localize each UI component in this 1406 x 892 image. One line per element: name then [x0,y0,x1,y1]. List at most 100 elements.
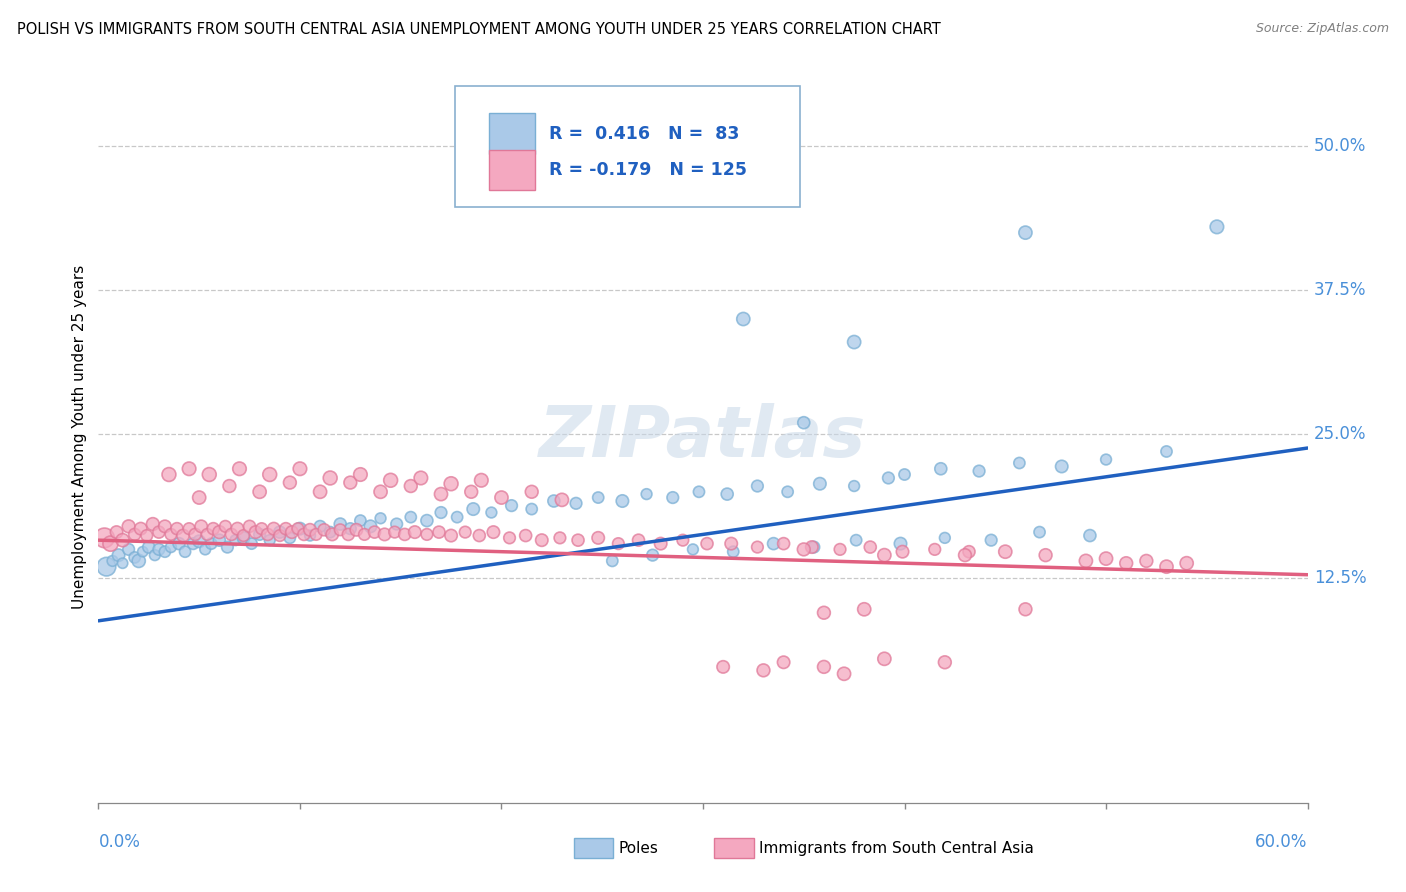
Point [129,522,152,536]
Point [454,525,477,540]
Point [111,556,134,570]
Point [349,514,371,528]
Point [980,533,1002,548]
Point [543,494,565,508]
Point [627,533,650,548]
Text: Poles: Poles [619,841,658,855]
Point [124,527,146,541]
Point [427,525,450,540]
Point [208,525,231,540]
Point [803,540,825,554]
Point [274,522,297,536]
Point [853,602,876,616]
Point [370,511,392,525]
Point [776,484,799,499]
Y-axis label: Unemployment Among Youth under 25 years: Unemployment Among Youth under 25 years [72,265,87,609]
Point [586,531,609,545]
Point [256,527,278,541]
Point [793,542,815,557]
Point [281,525,304,540]
Point [148,525,170,540]
Point [188,534,211,549]
Point [470,473,492,487]
Point [808,476,831,491]
Point [166,522,188,536]
Point [1115,556,1137,570]
Point [548,531,571,545]
Point [1008,456,1031,470]
Point [859,540,882,554]
Point [360,519,382,533]
Point [828,542,851,557]
Point [747,479,769,493]
Point [374,527,396,541]
Point [416,514,439,528]
Point [934,531,956,545]
Point [672,533,695,548]
Point [889,536,911,550]
Point [1014,602,1036,616]
Text: R =  0.416   N =  83: R = 0.416 N = 83 [550,125,740,143]
Point [772,655,794,669]
Point [299,523,322,537]
Point [288,522,311,536]
Point [1175,556,1198,570]
Point [319,525,342,540]
Text: Immigrants from South Central Asia: Immigrants from South Central Asia [759,841,1035,855]
Point [1156,559,1178,574]
Point [309,484,332,499]
Point [353,527,375,541]
Point [148,542,170,557]
Point [124,550,146,565]
Point [994,544,1017,558]
Point [482,525,505,540]
Point [520,484,543,499]
Text: ZIPatlas: ZIPatlas [540,402,866,472]
Text: 50.0%: 50.0% [1313,137,1367,155]
Point [1035,548,1057,562]
Point [394,527,416,541]
Point [661,491,683,505]
FancyBboxPatch shape [489,113,534,153]
Point [430,506,453,520]
Point [641,548,664,562]
Point [891,544,914,558]
Point [138,540,160,554]
Text: 60.0%: 60.0% [1256,833,1308,851]
Point [181,536,204,550]
Point [214,519,236,533]
Point [711,660,734,674]
Point [747,540,769,554]
Point [292,527,315,541]
Point [135,528,157,542]
Point [239,519,262,533]
Point [845,533,868,548]
Point [793,416,815,430]
Text: R = -0.179   N = 125: R = -0.179 N = 125 [550,161,748,179]
Point [720,536,742,550]
Point [1206,219,1229,234]
Point [321,527,343,541]
Point [813,606,835,620]
Point [344,523,367,537]
Point [832,666,855,681]
Point [339,475,361,490]
Point [844,334,866,349]
Point [179,462,201,476]
Point [873,548,896,562]
Point [221,527,243,541]
Point [232,531,254,545]
Text: POLISH VS IMMIGRANTS FROM SOUTH CENTRAL ASIA UNEMPLOYMENT AMONG YOUTH UNDER 25 Y: POLISH VS IMMIGRANTS FROM SOUTH CENTRAL … [17,22,941,37]
Point [224,533,246,548]
Point [733,312,755,326]
Point [118,542,141,557]
Point [430,487,453,501]
Point [1156,444,1178,458]
Point [218,479,240,493]
Point [924,542,946,557]
Point [752,663,775,677]
Point [399,479,422,493]
Point [612,494,634,508]
Point [278,475,301,490]
Point [385,516,408,531]
